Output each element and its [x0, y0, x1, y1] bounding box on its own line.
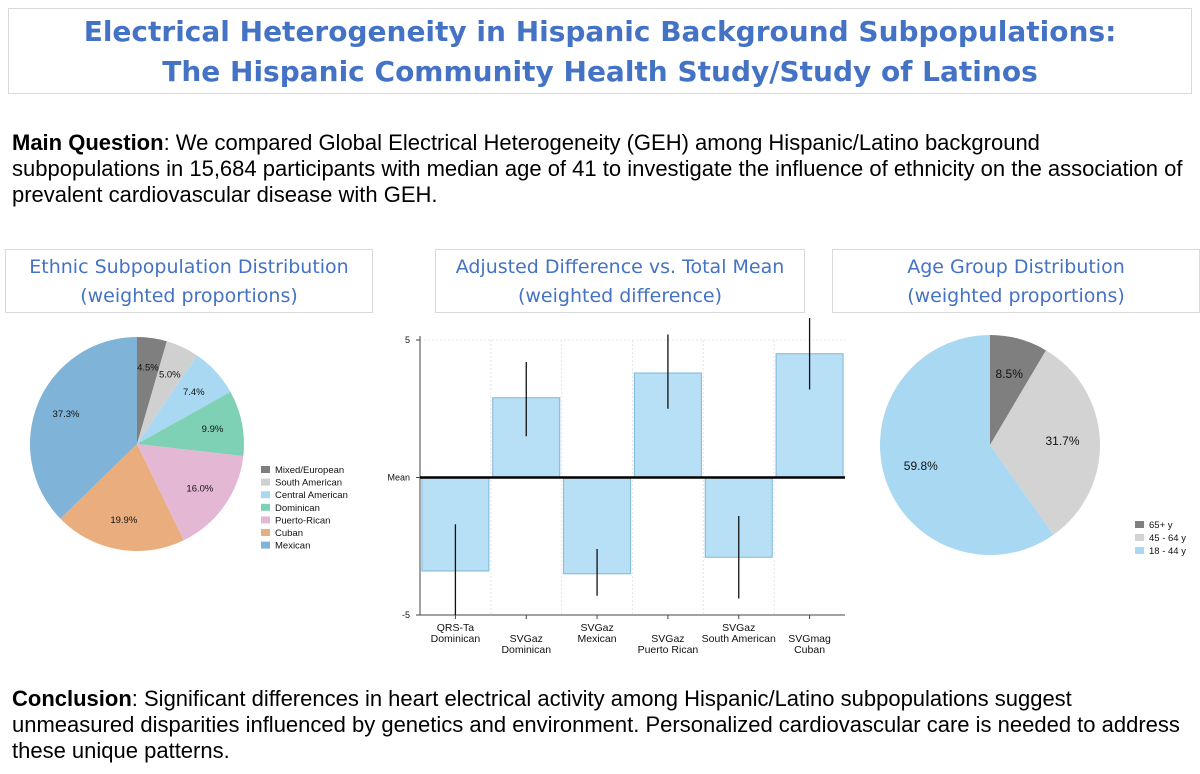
age-pie-slice-label: 8.5%: [996, 367, 1024, 381]
bar-chart-y-tick-label: -5: [402, 610, 410, 620]
ethnic-pie-slice-label: 9.9%: [202, 424, 224, 435]
ethnic-pie-legend-label: South American: [275, 478, 342, 489]
ethnic-pie-slice: [137, 444, 244, 541]
bar-chart-x-tick-label: SVGaz: [722, 622, 755, 634]
age-chart-title-box: Age Group Distribution (weighted proport…: [832, 249, 1200, 313]
age-pie-slice: [990, 335, 1046, 445]
ethnic-pie-legend-swatch: [261, 541, 270, 549]
bar-chart-x-tick-label: QRS-Ta: [437, 622, 475, 634]
ethnic-pie-slice-label: 4.5%: [137, 363, 159, 374]
ethnic-pie-legend-swatch: [261, 529, 270, 536]
title-line-1: Electrical Heterogeneity in Hispanic Bac…: [83, 15, 1117, 48]
bar-chart-x-tick-label: Dominican: [431, 633, 481, 645]
ethnic-chart-subtitle: (weighted proportions): [80, 285, 298, 307]
age-pie-legend-label: 45 - 64 y: [1149, 533, 1186, 544]
age-pie-legend-swatch: [1135, 521, 1144, 528]
ethnic-pie-slice-label: 37.3%: [53, 409, 80, 420]
ethnic-pie-slice-label: 7.4%: [183, 387, 205, 398]
ethnic-pie-legend-label: Mixed/European: [275, 465, 344, 476]
main-question-text: : We compared Global Electrical Heteroge…: [12, 130, 1183, 207]
ethnic-pie-slice: [137, 341, 198, 444]
conclusion: Conclusion: Significant differences in h…: [12, 686, 1192, 764]
ethnic-pie-chart: 4.5%5.0%7.4% 9.9% 16.0% 19.9% 37.3% Mixed/Eur…: [29, 337, 348, 552]
conclusion-text: : Significant differences in heart elect…: [12, 686, 1180, 763]
ethnic-pie-legend-label: Central American: [275, 490, 348, 501]
age-pie-slice-label: 31.7%: [1045, 434, 1079, 448]
bar-chart-x-tick-label: South American: [702, 633, 776, 645]
bar-chart-y-tick-label: 5: [405, 335, 410, 345]
main-question-lead: Main Question: [12, 130, 164, 155]
ethnic-pie-slice: [137, 337, 167, 444]
ethnic-pie-legend-label: Cuban: [275, 528, 303, 539]
ethnic-pie-slice-label: 5.0%: [159, 369, 181, 380]
age-pie-slice: [990, 350, 1100, 535]
bar-chart-x-tick-label: Cuban: [794, 644, 825, 656]
ethnic-pie-legend-swatch: [261, 466, 270, 473]
bar-chart-y-tick-label: Mean: [387, 473, 410, 483]
bar-chart-x-tick-label: Dominican: [501, 644, 551, 656]
bar-chart-x-tick-label: Puerto Rican: [638, 644, 699, 656]
difference-chart-title-box: Adjusted Difference vs. Total Mean (weig…: [435, 249, 805, 313]
ethnic-pie-legend-label: Mexican: [275, 541, 310, 552]
main-question: Main Question: We compared Global Electr…: [12, 130, 1192, 208]
bar-chart-x-tick-label: SVGmag: [788, 633, 831, 645]
bar-chart-x-tick-label: Mexican: [578, 633, 617, 645]
age-pie-legend-label: 65+ y: [1149, 520, 1173, 531]
difference-chart-title: Adjusted Difference vs. Total Mean: [455, 256, 785, 278]
ethnic-pie-slice: [29, 337, 137, 519]
ethnic-chart-title: Ethnic Subpopulation Distribution: [29, 256, 349, 278]
age-pie-legend-swatch: [1135, 534, 1144, 541]
age-chart-title: Age Group Distribution: [907, 256, 1125, 278]
age-pie-slice-label: 59.8%: [904, 459, 938, 473]
ethnic-pie-slice-label: 19.9%: [110, 515, 137, 526]
bar-chart-x-tick-label: SVGaz: [510, 633, 543, 645]
poster-title: Electrical Heterogeneity in Hispanic Bac…: [8, 8, 1192, 94]
age-pie-legend-swatch: [1135, 547, 1144, 554]
ethnic-pie-legend-swatch: [261, 503, 270, 511]
ethnic-pie-slice: [137, 355, 231, 444]
bar-chart-x-tick-label: SVGaz: [651, 633, 684, 645]
ethnic-pie-legend-swatch: [261, 516, 270, 524]
difference-chart-subtitle: (weighted difference): [517, 285, 723, 307]
conclusion-lead: Conclusion: [12, 686, 132, 711]
ethnic-pie-legend-label: Puerto-Rican: [275, 515, 330, 526]
ethnic-pie-slice: [60, 444, 184, 552]
age-chart-subtitle: (weighted proportions): [907, 285, 1125, 307]
ethnic-chart-title-box: Ethnic Subpopulation Distribution (weigh…: [5, 249, 373, 313]
title-line-2: The Hispanic Community Health Study/Stud…: [162, 55, 1038, 88]
age-pie-chart: 8.5% 31.7% 59.8% 65+ y 45 - 64 y 18 - 44 y: [880, 335, 1186, 557]
age-pie-legend-label: 18 - 44 y: [1149, 546, 1186, 557]
ethnic-pie-legend-swatch: [261, 478, 270, 486]
ethnic-pie-slice-label: 16.0%: [186, 484, 213, 495]
age-pie-slice: [880, 335, 1054, 555]
ethnic-pie-legend-label: Dominican: [275, 503, 320, 514]
bar-chart-x-tick-label: SVGaz: [580, 622, 613, 634]
ethnic-pie-legend-swatch: [261, 491, 270, 499]
ethnic-pie-slice: [137, 391, 245, 457]
